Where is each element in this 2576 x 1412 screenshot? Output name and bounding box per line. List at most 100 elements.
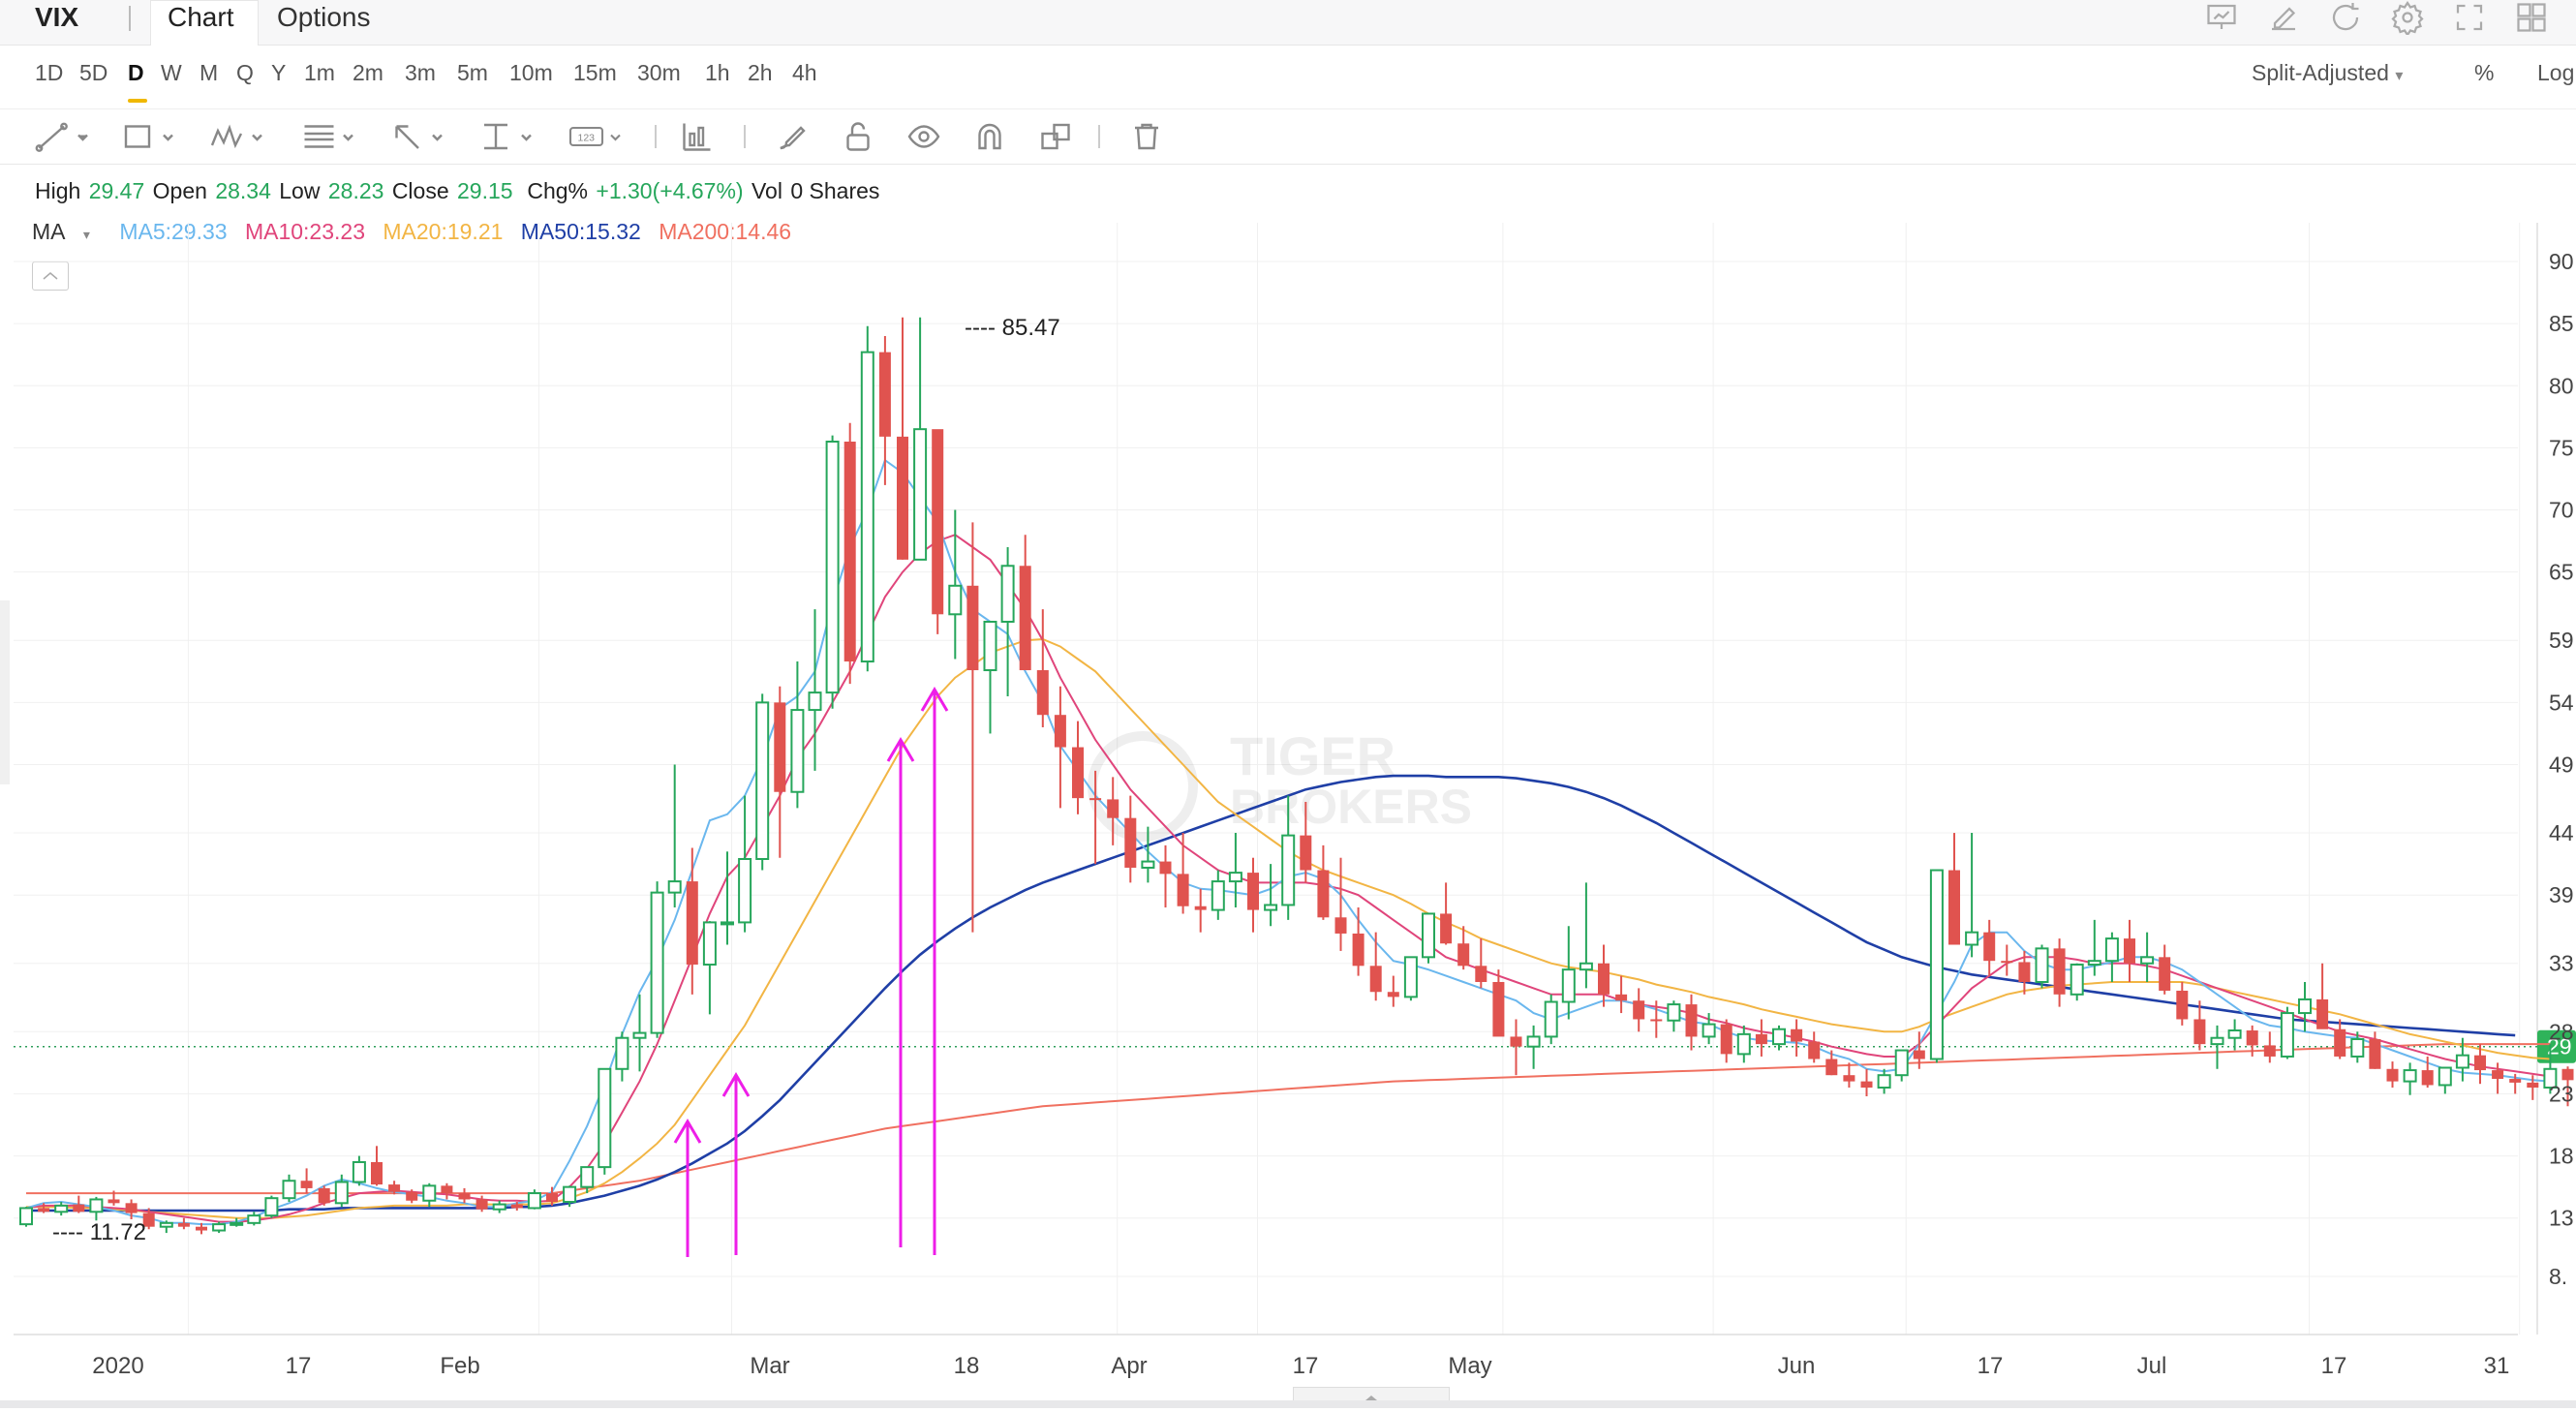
candle-body (2263, 1045, 2276, 1057)
symbol-label[interactable]: VIX (35, 2, 79, 32)
clone-icon[interactable] (1038, 119, 1073, 154)
line-tool-icon[interactable] (35, 119, 93, 154)
candle (650, 881, 664, 1038)
lock-icon[interactable] (841, 119, 875, 154)
candle (702, 921, 717, 1015)
candle-body (1791, 1028, 1803, 1042)
candle-body (2227, 1029, 2242, 1039)
candle (2455, 1037, 2469, 1082)
candle-body (230, 1221, 244, 1226)
price-label-tool-icon[interactable]: 123 (567, 119, 626, 154)
arrow-tool-icon[interactable] (389, 119, 447, 154)
layout-icon[interactable] (2514, 0, 2549, 35)
pattern-tool-icon[interactable] (209, 119, 267, 154)
edit-icon[interactable] (2266, 0, 2301, 35)
candle-body (2035, 947, 2049, 983)
refresh-icon[interactable] (2328, 0, 2363, 35)
candle (878, 335, 891, 485)
expand-icon[interactable] (2452, 0, 2487, 35)
interval-3m[interactable]: 3m (405, 60, 436, 85)
interval-w[interactable]: W (161, 60, 182, 85)
interval-m[interactable]: M (199, 60, 219, 85)
interval-1m[interactable]: 1m (304, 60, 335, 85)
candle (2369, 1031, 2381, 1069)
measure-tool-icon[interactable] (478, 119, 537, 154)
magnet-icon[interactable] (972, 119, 1007, 154)
interval-4h[interactable]: 4h (792, 60, 817, 85)
fibonacci-tool-icon[interactable] (300, 119, 358, 154)
interval-5m[interactable]: 5m (457, 60, 488, 85)
y-tick-label: 80 (2549, 373, 2574, 398)
interval-d[interactable]: D (128, 60, 144, 85)
x-tick-label: 17 (1978, 1353, 2004, 1379)
x-tick-label: 17 (286, 1353, 312, 1379)
candle (1633, 988, 1645, 1032)
arrow-drawing (721, 1072, 751, 1255)
candle (1579, 882, 1593, 989)
high-value: 29.47 (88, 178, 145, 203)
candle (458, 1187, 471, 1204)
candle-body (19, 1207, 33, 1226)
candle (1107, 777, 1119, 845)
interval-y[interactable]: Y (271, 60, 287, 85)
candle (318, 1185, 330, 1206)
candle-body (2001, 961, 2013, 964)
candle (2263, 1031, 2276, 1063)
candle-body (475, 1199, 488, 1210)
candle-body (1019, 566, 1031, 671)
candle-body (2438, 1066, 2452, 1087)
ma200-path (26, 1043, 2551, 1195)
interval-2m[interactable]: 2m (353, 60, 383, 85)
left-panel-handle[interactable] (0, 600, 10, 784)
tab-options[interactable]: Options (277, 2, 371, 32)
interval-2h[interactable]: 2h (748, 60, 773, 85)
interval-15m[interactable]: 15m (573, 60, 617, 85)
candle (2018, 950, 2031, 995)
candle (2350, 1031, 2365, 1063)
svg-text:BROKERS: BROKERS (1230, 780, 1472, 834)
candle (2403, 1062, 2417, 1095)
candle-body (2350, 1037, 2365, 1058)
interval-1h[interactable]: 1h (705, 60, 730, 85)
interval-1d[interactable]: 1D (35, 60, 64, 85)
bottom-scrollbar[interactable] (0, 1400, 2576, 1408)
interval-5d[interactable]: 5D (79, 60, 108, 85)
candle-body (1736, 1032, 1751, 1056)
candle (1072, 721, 1084, 814)
candle (546, 1186, 558, 1206)
y-tick-label: 49 (2549, 752, 2574, 778)
candle (860, 325, 874, 672)
candle-body (1843, 1075, 1855, 1082)
percent-toggle[interactable]: % (2474, 60, 2495, 85)
candle (1877, 1068, 1891, 1094)
interval-10m[interactable]: 10m (509, 60, 553, 85)
candle-body (2386, 1068, 2399, 1082)
candle (1019, 535, 1031, 671)
interval-30m[interactable]: 30m (637, 60, 681, 85)
candle (580, 1166, 595, 1194)
ma-dropdown[interactable]: MA ▾ (32, 219, 102, 244)
candle (89, 1196, 104, 1221)
candle (2001, 944, 2013, 976)
candle-body (860, 351, 874, 663)
candle-body (1720, 1024, 1733, 1055)
log-toggle[interactable]: Log (2537, 60, 2575, 85)
arrow-drawing (673, 1119, 702, 1257)
split-adjusted-dropdown[interactable]: Split-Adjusted ▾ (2252, 60, 2403, 86)
tab-chart-label[interactable]: Chart (168, 2, 234, 32)
trash-icon[interactable] (1129, 119, 1164, 154)
eye-icon[interactable] (906, 119, 941, 154)
settings-icon[interactable] (2390, 0, 2425, 38)
ma50-value: MA50:15.32 (520, 219, 641, 244)
interval-q[interactable]: Q (236, 60, 254, 85)
rectangle-tool-icon[interactable] (120, 119, 178, 154)
tab-chart[interactable] (150, 0, 259, 46)
indicator-tool-icon[interactable] (680, 119, 715, 154)
brush-icon[interactable] (775, 119, 810, 154)
presentation-icon[interactable] (2204, 0, 2239, 35)
candle-body (318, 1187, 330, 1204)
candle (1422, 912, 1435, 964)
candle (2421, 1056, 2434, 1089)
collapse-legend-button[interactable] (32, 261, 69, 291)
